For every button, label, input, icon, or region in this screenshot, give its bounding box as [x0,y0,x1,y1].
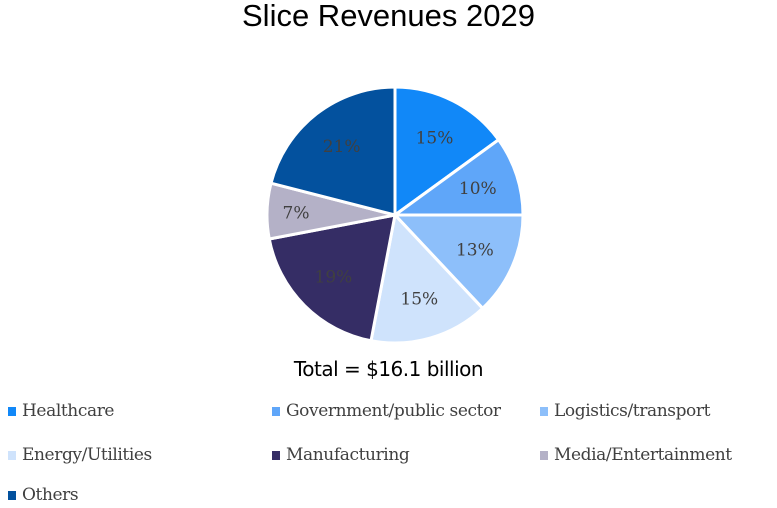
legend-item: Logistics/transport [540,401,710,421]
legend-swatch [8,490,16,500]
pie-slice-government-public-sector [390,137,525,217]
data-label: 13% [456,241,494,261]
legend-item: Energy/Utilities [8,445,152,465]
total-annotation: Total = $16.1 billion [293,357,484,381]
pie-slice-logistics-transport [391,213,525,311]
pie-slice-others [269,85,397,217]
legend-item: Government/public sector [272,401,501,421]
pie-slice-energy-utilities [369,211,485,345]
legend-swatch [272,450,280,460]
legend-label: Energy/Utilities [22,445,152,465]
legend-label: Others [22,485,79,505]
chart-title: Slice Revenues 2029 [242,0,535,33]
legend-item: Others [8,485,79,505]
data-label: 10% [459,179,497,199]
legend-label: Manufacturing [286,445,410,465]
legend-swatch [8,450,16,460]
legend-label: Logistics/transport [554,401,711,421]
legend-swatch [8,406,16,416]
legend-item: Media/Entertainment [540,445,732,465]
legend-swatch [540,406,548,416]
legend-label: Healthcare [22,401,115,421]
legend-swatch [540,450,548,460]
legend-item: Manufacturing [272,445,410,465]
data-label: 15% [416,128,454,148]
data-label: 19% [315,268,353,288]
data-label: 21% [323,137,361,157]
legend-label: Government/public sector [286,401,501,421]
legend-label: Media/Entertainment [554,445,732,465]
pie-slice-manufacturing [267,213,397,343]
data-label: 7% [283,203,310,223]
legend-item: Healthcare [8,401,114,421]
data-label: 15% [400,290,438,310]
legend-swatch [272,406,280,416]
pie-slice-healthcare [393,85,501,218]
